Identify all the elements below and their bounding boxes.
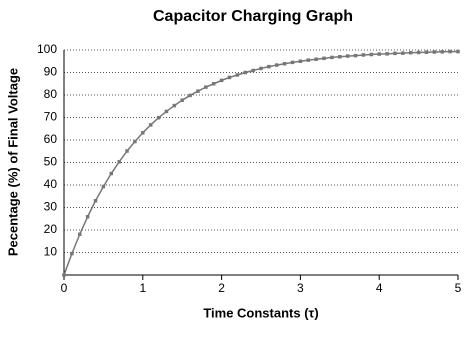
data-point: [330, 55, 334, 60]
x-tick-label: 1: [139, 281, 146, 295]
y-tick-label: 30: [44, 200, 58, 214]
data-point: [275, 63, 279, 67]
data-point: [416, 50, 421, 55]
data-point: [109, 171, 114, 176]
data-point: [243, 70, 247, 75]
data-point: [361, 53, 366, 57]
x-axis-label: Time Constants (τ): [203, 305, 318, 320]
y-axis-label: Pecentage (%) of Final Voltage: [5, 68, 20, 256]
data-point: [353, 53, 358, 58]
data-point: [180, 98, 184, 102]
data-point: [456, 49, 460, 54]
x-tick-label: 5: [455, 281, 462, 295]
data-point: [267, 64, 271, 69]
data-point: [211, 82, 216, 86]
data-point: [164, 109, 169, 114]
data-point: [172, 103, 177, 108]
data-point: [70, 251, 74, 256]
data-point: [338, 55, 342, 59]
x-tick-label: 2: [218, 281, 225, 295]
y-tick-label: 100: [37, 42, 57, 56]
data-point: [314, 57, 318, 61]
data-point: [133, 139, 137, 144]
x-tick-label: 4: [376, 281, 383, 295]
data-point: [440, 50, 444, 54]
y-tick-label: 90: [44, 65, 58, 79]
data-point: [345, 54, 350, 58]
data-line: [63, 50, 458, 276]
data-point: [125, 149, 129, 153]
y-tick-label: 20: [44, 222, 58, 236]
data-point: [156, 115, 161, 120]
data-point: [204, 85, 208, 89]
data-point: [408, 50, 413, 55]
y-tick-label: 50: [44, 155, 58, 169]
data-point: [227, 75, 232, 80]
data-point: [306, 58, 311, 62]
data-point: [377, 52, 381, 56]
y-tick-label: 80: [44, 87, 58, 101]
y-tick-label: 70: [44, 110, 58, 124]
data-point: [322, 56, 326, 61]
data-point: [93, 199, 98, 203]
data-point: [188, 93, 192, 98]
y-tick-label: 60: [44, 132, 58, 146]
data-point: [393, 51, 397, 56]
data-point: [251, 68, 255, 73]
data-point: [448, 49, 452, 54]
data-point: [219, 78, 224, 83]
data-point: [282, 61, 287, 66]
data-point: [385, 52, 389, 56]
data-point: [401, 51, 405, 55]
data-point: [148, 123, 153, 127]
data-point: [424, 50, 429, 54]
y-tick-label: 10: [44, 245, 58, 259]
data-point: [62, 273, 66, 277]
data-point: [259, 66, 263, 71]
data-point: [85, 214, 90, 219]
data-point: [196, 89, 200, 93]
data-point: [78, 232, 82, 237]
data-point: [117, 160, 121, 164]
x-tick-label: 0: [61, 281, 68, 295]
data-point: [432, 50, 437, 54]
chart-title: Capacitor Charging Graph: [153, 8, 353, 25]
data-point: [141, 131, 145, 135]
y-tick-label: 40: [44, 177, 58, 191]
data-point: [235, 73, 240, 77]
data-point: [369, 52, 374, 57]
data-point: [298, 59, 303, 63]
data-point: [290, 60, 295, 65]
x-tick-label: 3: [297, 281, 304, 295]
data-point: [101, 184, 106, 189]
